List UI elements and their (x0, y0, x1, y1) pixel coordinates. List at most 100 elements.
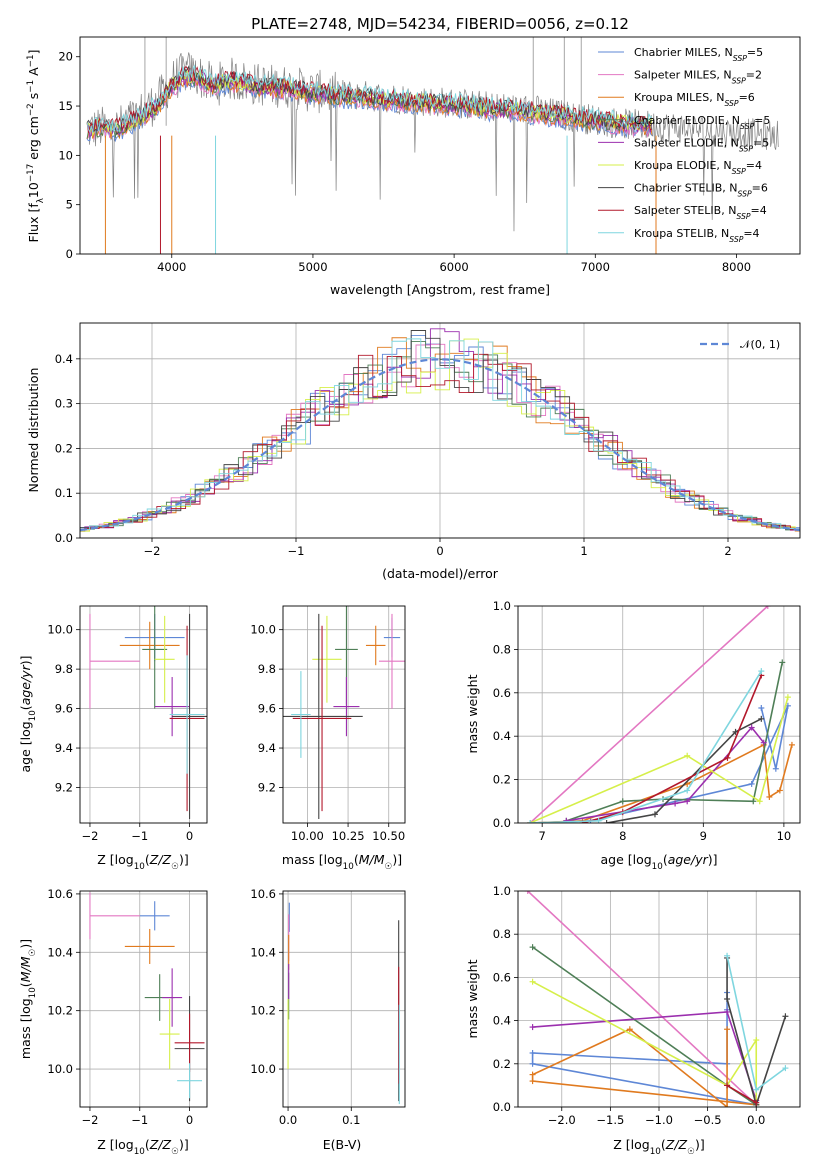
x-tick-label: −2 (144, 544, 161, 558)
x-tick-label: 1 (580, 544, 587, 558)
mass-vs-EBV-plot-area (283, 891, 405, 1107)
age-vs-Z-ylabel: age [log10(age/yr)] (18, 655, 38, 772)
age-vs-Z-plot-area (80, 606, 207, 823)
weight-vs-age-line-9 (530, 670, 763, 823)
age-vs-mass-xlabel: mass [log10(M/M☉)] (282, 852, 402, 872)
spectrum-frame (79, 36, 801, 255)
residuals-frame (79, 322, 801, 539)
normal-curve-line (80, 358, 800, 532)
y-tick-label: 0.2 (55, 441, 73, 455)
x-tick-label: 9 (700, 829, 707, 843)
residual-histogram-8 (80, 353, 800, 531)
y-tick-label: 0.6 (493, 686, 511, 700)
x-tick-label: −1 (288, 544, 305, 558)
legend-label-3: Kroupa MILES, NSSP=6 (634, 91, 755, 108)
y-tick-label: 0.8 (493, 927, 511, 941)
mass-vs-Z-plot-area (80, 891, 207, 1107)
residuals-ylabel: Normed distribution (26, 368, 41, 493)
x-tick-label: 0 (186, 829, 193, 843)
x-tick-label: 0.0 (279, 1113, 297, 1127)
age-vs-mass-plot-area (283, 606, 405, 823)
weight-vs-age-line-7 (606, 718, 762, 823)
weight-vs-age-frame (517, 605, 801, 824)
legend-label-9: Kroupa STELIB, NSSP=4 (634, 227, 760, 244)
residuals-plot-area (80, 323, 800, 538)
y-tick-label: 1.0 (493, 599, 511, 613)
y-tick-label: 5 (66, 198, 73, 212)
y-tick-label: 10.2 (250, 1004, 276, 1018)
legend-label-6: Kroupa ELODIE, NSSP=4 (634, 159, 762, 176)
y-tick-label: 10.6 (47, 887, 73, 901)
mass-vs-EBV-xlabel: E(B-V) (323, 1137, 362, 1152)
x-tick-label: 5000 (298, 260, 327, 274)
age-vs-Z-frame (79, 605, 208, 824)
x-tick-label: 7 (539, 829, 546, 843)
y-tick-label: 9.4 (55, 741, 73, 755)
weight-vs-Z-line-7 (726, 957, 787, 1107)
weight-vs-age-line-8 (582, 675, 763, 823)
x-tick-label: 10.50 (372, 829, 405, 843)
y-tick-label: 1.0 (493, 884, 511, 898)
weight-vs-Z-ylabel: mass weight (465, 959, 480, 1038)
y-tick-label: 9.2 (55, 780, 73, 794)
x-tick-label: −2 (81, 829, 98, 843)
x-tick-label: 10.00 (291, 829, 324, 843)
weight-vs-age-line-4 (566, 662, 784, 822)
weight-vs-Z-frame (517, 890, 801, 1108)
legend-label-5: Salpeter ELODIE, NSSP=5 (634, 136, 769, 153)
x-tick-label: −2.0 (548, 1113, 576, 1127)
y-tick-label: 0.2 (493, 773, 511, 787)
y-tick-label: 9.6 (55, 702, 73, 716)
spectrum-xlabel: wavelength [Angstrom, rest frame] (330, 282, 550, 297)
weight-vs-Z-line-1 (531, 992, 757, 1106)
legend-label-1: Chabrier MILES, NSSP=5 (634, 46, 763, 63)
model-spectrum-9 (86, 64, 653, 134)
y-tick-label: 0.4 (55, 352, 73, 366)
x-tick-label: −1 (131, 1113, 148, 1127)
age-vs-mass-frame (282, 605, 406, 824)
model-spectrum-7 (86, 65, 653, 136)
y-tick-label: 15 (58, 99, 73, 113)
y-tick-label: 0.2 (493, 1057, 511, 1071)
legend-label-7: Chabrier STELIB, NSSP=6 (634, 182, 768, 199)
x-tick-label: 2 (724, 544, 731, 558)
y-tick-label: 10.0 (250, 623, 276, 637)
y-tick-label: 10.4 (250, 945, 276, 959)
x-tick-label: −2 (81, 1113, 98, 1127)
x-tick-label: 10.25 (332, 829, 365, 843)
y-tick-label: 10.0 (47, 1062, 73, 1076)
y-tick-label: 9.2 (258, 780, 276, 794)
x-tick-label: −0.5 (694, 1113, 722, 1127)
y-tick-label: 0.8 (493, 642, 511, 656)
weight-vs-Z-line-2 (527, 891, 757, 1106)
x-tick-label: 0.0 (747, 1113, 765, 1127)
residual-histogram-7 (80, 330, 800, 532)
mass-vs-EBV-frame (282, 890, 406, 1108)
y-tick-label: 0.0 (493, 816, 511, 830)
y-tick-label: 0.6 (493, 970, 511, 984)
weight-vs-Z-line-6 (532, 981, 758, 1105)
y-tick-label: 20 (58, 50, 73, 64)
x-tick-label: 0.1 (342, 1113, 360, 1127)
x-tick-label: 8 (619, 829, 626, 843)
x-tick-label: 6000 (439, 260, 468, 274)
x-tick-label: −1.0 (645, 1113, 673, 1127)
x-tick-label: −1 (131, 829, 148, 843)
legend-label-2: Salpeter MILES, NSSP=2 (634, 69, 762, 86)
y-tick-label: 0 (66, 247, 73, 261)
mass-vs-Z-frame (79, 890, 208, 1108)
y-tick-label: 10.6 (250, 887, 276, 901)
weight-vs-Z-xlabel: Z [log10(Z/Z☉)] (613, 1137, 704, 1157)
y-tick-label: 0.4 (493, 1014, 511, 1028)
age-vs-Z-xlabel: Z [log10(Z/Z☉)] (97, 852, 188, 872)
y-tick-label: 0.4 (493, 729, 511, 743)
y-tick-label: 10.2 (47, 1004, 73, 1018)
weight-vs-Z-line-5 (532, 1011, 758, 1101)
residuals-xlabel: (data-model)/error (382, 566, 499, 581)
spectrum-title: PLATE=2748, MJD=54234, FIBERID=0056, z=0… (251, 15, 629, 33)
legend-label-8: Salpeter STELIB, NSSP=4 (634, 204, 767, 221)
y-tick-label: 0.0 (55, 531, 73, 545)
y-tick-label: 0.0 (493, 1100, 511, 1114)
y-tick-label: 9.6 (258, 702, 276, 716)
